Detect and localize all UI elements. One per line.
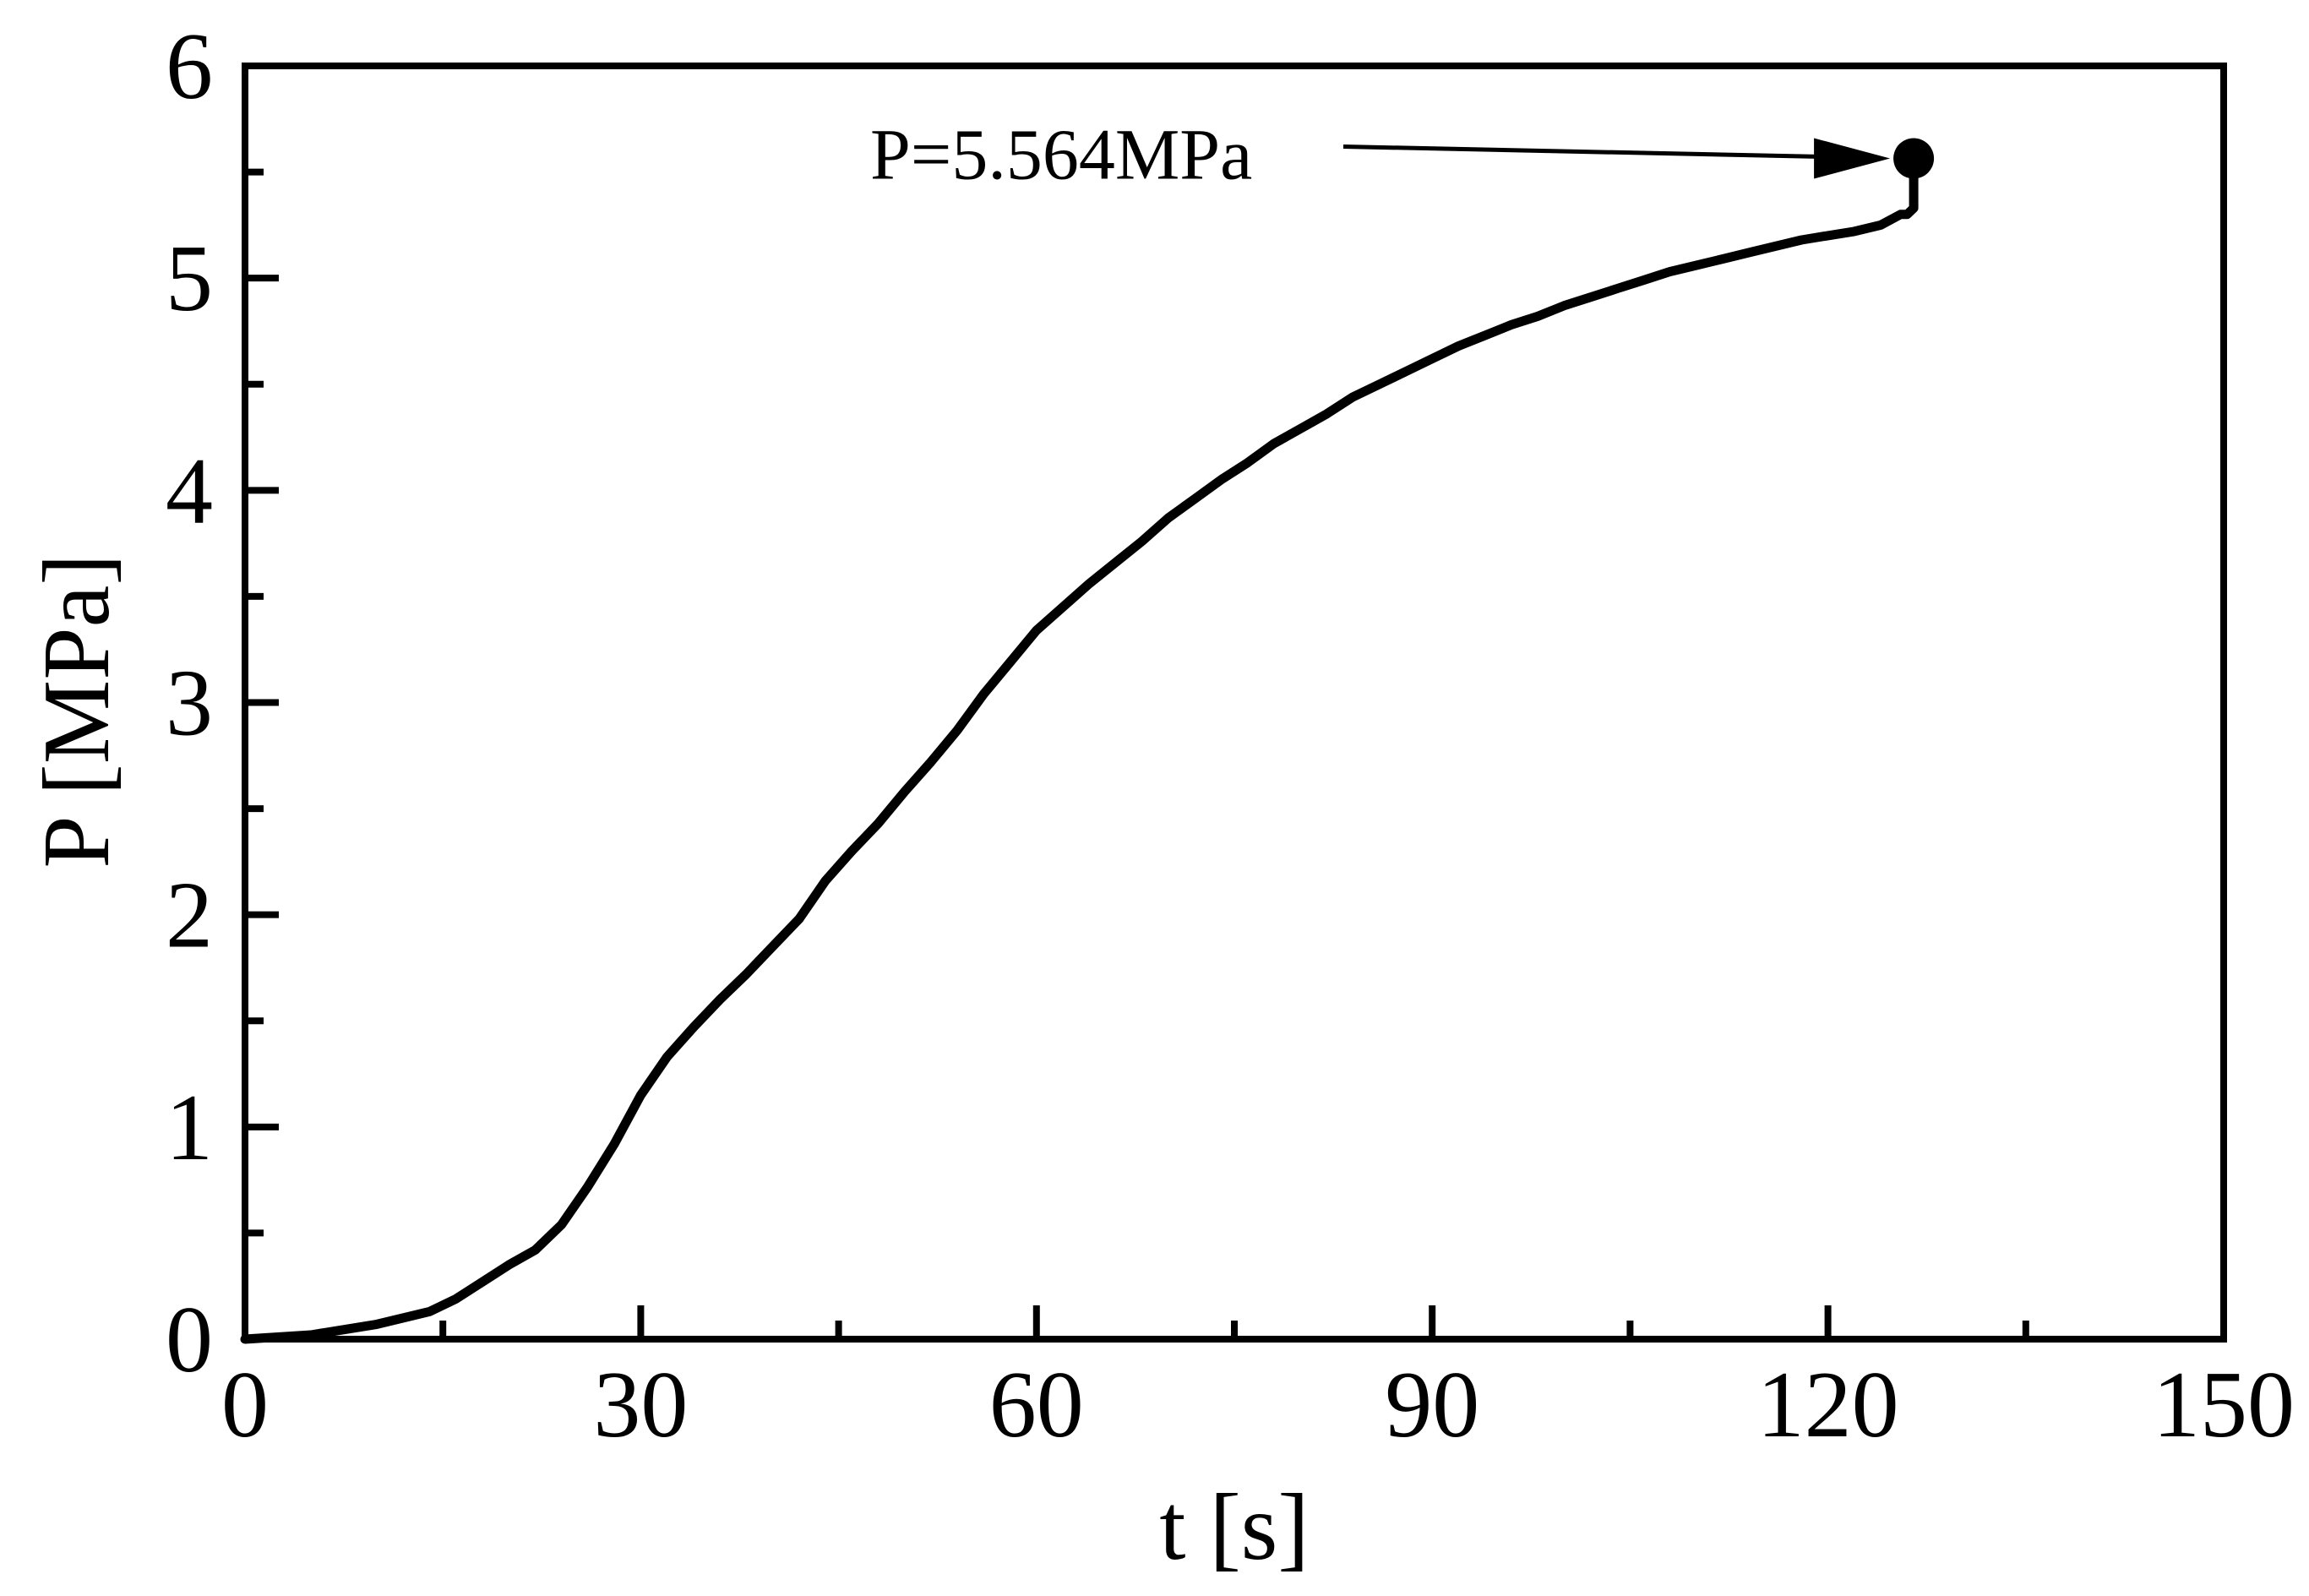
y-tick-label: 1	[166, 1076, 213, 1180]
pressure-curve	[240, 172, 1919, 1344]
x-tick-label: 120	[1757, 1353, 1899, 1457]
x-tick-labels: 0 30 60 90 120 150	[221, 1353, 2295, 1457]
minor-ticks	[245, 168, 2029, 1339]
y-tick-labels: 0 1 2 3 4 5 6	[166, 14, 213, 1392]
x-tick-label: 90	[1385, 1353, 1479, 1457]
y-tick-label: 6	[166, 14, 213, 119]
y-tick-label: 2	[166, 863, 213, 968]
x-axis-title: t [s]	[1159, 1475, 1309, 1580]
y-tick-label: 3	[166, 651, 213, 756]
annotation-arrow-line	[1342, 144, 1823, 160]
x-tick-label: 0	[221, 1353, 269, 1457]
x-tick-label: 30	[593, 1353, 688, 1457]
y-tick-label: 5	[166, 226, 213, 331]
y-tick-label: 4	[166, 438, 213, 543]
peak-annotation-label: P=5.564MPa	[870, 114, 1252, 195]
annotation-arrow-head	[1814, 138, 1891, 179]
major-ticks	[242, 63, 2227, 1343]
y-tick-label: 0	[166, 1288, 213, 1392]
x-tick-label: 60	[989, 1353, 1084, 1457]
y-axis-title: P [MPa]	[25, 553, 129, 868]
peak-point-marker	[1893, 138, 1935, 179]
x-tick-label: 150	[2153, 1353, 2295, 1457]
plot-frame	[242, 63, 2227, 1343]
